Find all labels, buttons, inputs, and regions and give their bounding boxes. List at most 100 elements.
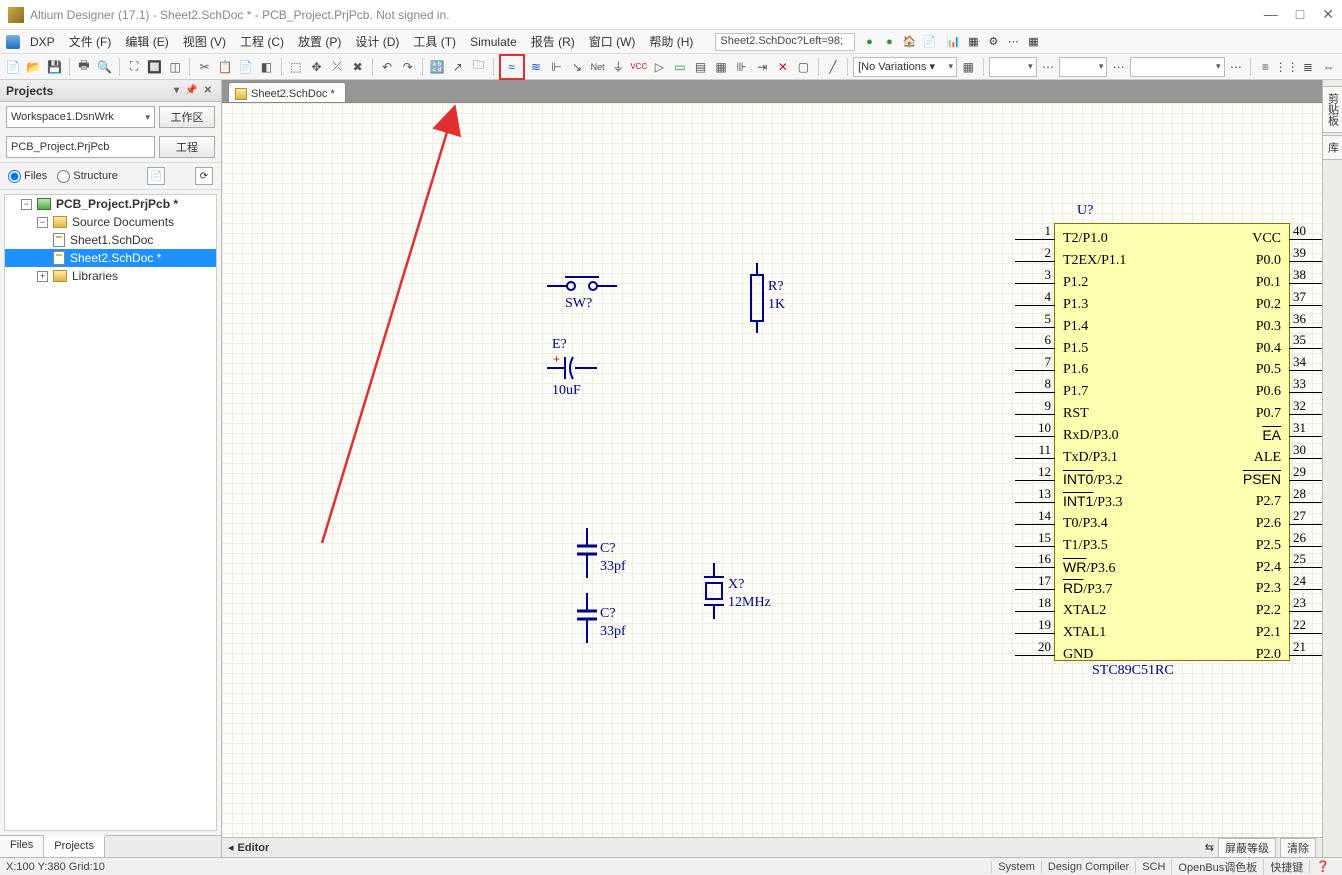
menu-help[interactable]: 帮助 (H) <box>643 31 699 52</box>
rubber-icon[interactable]: ◧ <box>257 57 276 77</box>
crossprobe-icon[interactable]: ↗ <box>449 57 468 77</box>
workspace-button[interactable]: 工作区 <box>159 106 215 128</box>
tree-sheet2[interactable]: Sheet2.SchDoc * <box>5 249 216 267</box>
distribute-icon[interactable]: ⋮⋮ <box>1277 57 1297 77</box>
net-label-icon[interactable]: Net <box>588 57 607 77</box>
bus-entry-icon[interactable]: ↘ <box>568 57 587 77</box>
cut-icon[interactable]: ✂ <box>195 57 214 77</box>
harness-conn-icon[interactable]: ⊪ <box>732 57 751 77</box>
select-icon[interactable]: ⬚ <box>287 57 306 77</box>
component-cap2[interactable] <box>577 593 597 643</box>
nav-home-icon[interactable]: 🏠 <box>901 34 917 50</box>
library-tab[interactable]: 库 <box>1322 135 1342 160</box>
menu-simulate[interactable]: Simulate <box>464 33 523 51</box>
line-icon[interactable]: ╱ <box>824 57 843 77</box>
redo-icon[interactable]: ↷ <box>398 57 417 77</box>
component-cap-e[interactable]: + <box>547 353 597 383</box>
panel-close-icon[interactable]: ✕ <box>204 85 212 96</box>
zoom-area-icon[interactable]: 🔲 <box>145 57 164 77</box>
menu-view[interactable]: 视图 (V) <box>177 31 232 52</box>
preview-icon[interactable]: 🔍 <box>95 57 114 77</box>
tree-project-root[interactable]: −PCB_Project.PrjPcb * <box>5 195 216 213</box>
port-icon[interactable]: ⇥ <box>753 57 772 77</box>
open-icon[interactable]: 📂 <box>25 57 44 77</box>
component-resistor[interactable] <box>747 263 767 333</box>
part-icon[interactable]: ▷ <box>650 57 669 77</box>
new-icon[interactable]: 📄 <box>4 57 23 77</box>
radio-structure[interactable]: Structure <box>57 170 118 183</box>
editor-tab[interactable]: Editor <box>238 842 270 854</box>
hierarchy-icon[interactable]: 🔡 <box>428 57 447 77</box>
text-frame-icon[interactable]: ▢ <box>794 57 813 77</box>
menu-report[interactable]: 报告 (R) <box>525 31 581 52</box>
combo-3[interactable] <box>1130 57 1225 77</box>
menu-edit[interactable]: 编辑 (E) <box>119 31 174 52</box>
space-icon[interactable]: ⇔ <box>1319 57 1338 77</box>
menu-place[interactable]: 放置 (P) <box>292 31 347 52</box>
clear-button[interactable]: 清除 <box>1280 838 1316 858</box>
component-crystal[interactable] <box>702 563 726 619</box>
gnd-icon[interactable]: ⏚ <box>609 57 628 77</box>
zoom-sel-icon[interactable]: ◫ <box>166 57 185 77</box>
address-field[interactable]: Sheet2.SchDoc?Left=98; <box>715 33 855 51</box>
nav-fav-icon[interactable]: 📄 <box>921 34 937 50</box>
status-sch[interactable]: SCH <box>1135 861 1171 873</box>
radio-files[interactable]: Files <box>8 170 47 183</box>
clipboard-tab[interactable]: 剪贴板 <box>1322 86 1342 133</box>
deselect-icon[interactable]: ⤫ <box>328 57 347 77</box>
panel-tool-icon[interactable]: 📄 <box>147 167 165 185</box>
browse-icon[interactable]: 🗀 <box>469 57 488 77</box>
nav-fwd-icon[interactable]: ● <box>881 34 897 50</box>
variations-combo[interactable]: [No Variations ▾ <box>853 57 957 77</box>
menu-window[interactable]: 窗口 (W) <box>583 31 642 52</box>
clear-icon[interactable]: ✖ <box>348 57 367 77</box>
save-icon[interactable]: 💾 <box>45 57 64 77</box>
mask-level-button[interactable]: 屏蔽等级 <box>1218 838 1276 858</box>
chart-icon[interactable]: 📊 <box>945 34 961 50</box>
minimize-button[interactable]: — <box>1264 6 1278 23</box>
tree-libraries[interactable]: +Libraries <box>5 267 216 285</box>
project-tree[interactable]: −PCB_Project.PrjPcb * −Source Documents … <box>4 194 217 831</box>
project-button[interactable]: 工程 <box>159 136 215 158</box>
combo-1[interactable] <box>989 57 1037 77</box>
status-system[interactable]: System <box>991 861 1041 873</box>
status-shortcuts[interactable]: 快捷键 <box>1263 859 1309 875</box>
align-icon[interactable]: ≡ <box>1256 57 1275 77</box>
justify-icon[interactable]: ≣ <box>1299 57 1318 77</box>
variations-icon[interactable]: ▦ <box>959 57 978 77</box>
copy-icon[interactable]: 📋 <box>216 57 235 77</box>
panel-menu-icon[interactable]: ▾ <box>174 85 179 96</box>
maximize-button[interactable]: □ <box>1296 6 1304 23</box>
menu-file[interactable]: 文件 (F) <box>63 31 118 52</box>
close-button[interactable]: ✕ <box>1322 6 1334 23</box>
move-icon[interactable]: ✥ <box>307 57 326 77</box>
dots-icon-2[interactable]: ⋯ <box>1109 57 1128 77</box>
tree-sheet1[interactable]: Sheet1.SchDoc <box>5 231 216 249</box>
grid-icon[interactable]: ▦ <box>1025 34 1041 50</box>
sheet-symbol-icon[interactable]: ▭ <box>671 57 690 77</box>
menu-project[interactable]: 工程 (C) <box>234 31 290 52</box>
sheet-entry-icon[interactable]: ▤ <box>691 57 710 77</box>
schematic-canvas[interactable]: SW? + E? 10uF R? 1K <box>222 102 1322 837</box>
component-chip[interactable]: 1T2/P1.02T2EX/P1.13P1.24P1.35P1.46P1.57P… <box>1054 223 1290 661</box>
combo-2[interactable] <box>1059 57 1107 77</box>
vcc-icon[interactable]: VCC <box>629 57 648 77</box>
workspace-field[interactable]: Workspace1.DsnWrk <box>6 106 155 128</box>
menu-tools[interactable]: 工具 (T) <box>407 31 462 52</box>
device-sheet-icon[interactable]: ▦ <box>712 57 731 77</box>
status-help-icon[interactable]: ❓ <box>1309 860 1336 873</box>
place-bus-icon[interactable]: ≋ <box>527 57 546 77</box>
paste-icon[interactable]: 📄 <box>237 57 256 77</box>
layers-icon[interactable]: ▦ <box>965 34 981 50</box>
tab-files[interactable]: Files <box>0 836 44 857</box>
status-design-compiler[interactable]: Design Compiler <box>1041 861 1135 873</box>
menu-dxp[interactable]: DXP <box>24 33 61 51</box>
menu-design[interactable]: 设计 (D) <box>349 31 405 52</box>
status-openbus[interactable]: OpenBus调色板 <box>1171 859 1263 875</box>
undo-icon[interactable]: ↶ <box>378 57 397 77</box>
settings-icon[interactable]: ⚙ <box>985 34 1001 50</box>
more-icon[interactable]: ⋯ <box>1005 34 1021 50</box>
project-field[interactable]: PCB_Project.PrjPcb <box>6 136 155 158</box>
editor-tool-icon[interactable]: ⇆ <box>1205 841 1214 854</box>
no-erc-icon[interactable]: ✕ <box>774 57 793 77</box>
